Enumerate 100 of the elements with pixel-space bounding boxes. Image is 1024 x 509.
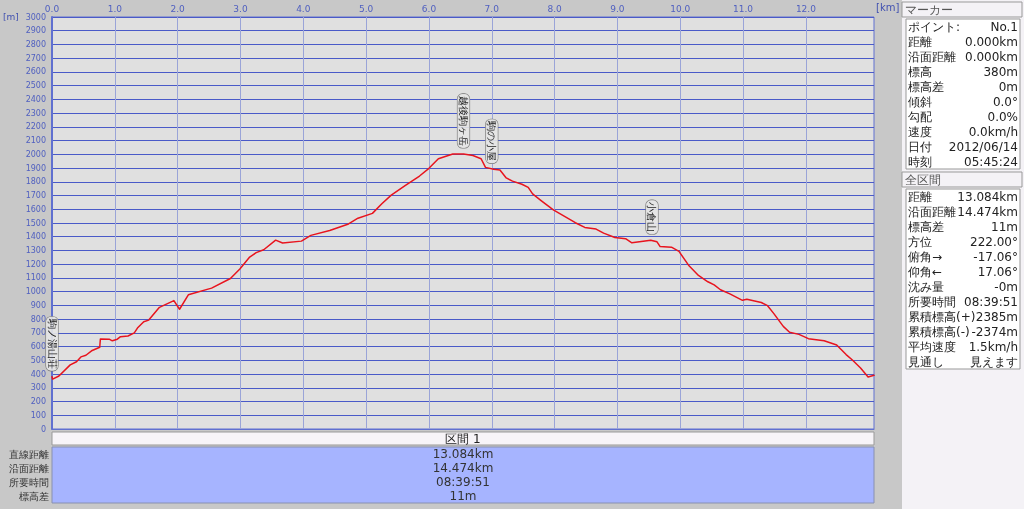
text: 0.0% bbox=[987, 110, 1018, 124]
text: 08:39:51 bbox=[964, 295, 1018, 309]
text: 距離 bbox=[908, 190, 932, 204]
text: 時刻 bbox=[908, 155, 932, 169]
text: 08:39:51 bbox=[436, 475, 490, 489]
text: 標高差 bbox=[19, 490, 49, 502]
text: 見えます bbox=[970, 355, 1018, 369]
x-tick-label: 1.0 bbox=[107, 3, 123, 14]
text: 0.0° bbox=[992, 95, 1018, 109]
text: 日付 bbox=[908, 140, 932, 154]
text: 沈み量 bbox=[908, 280, 944, 294]
x-tick-label: 12.0 bbox=[795, 3, 817, 14]
y-tick-label: 600 bbox=[30, 342, 46, 352]
y-axis-title: [m] bbox=[3, 12, 19, 22]
text: 沿面距離 bbox=[9, 462, 49, 474]
y-tick-label: 200 bbox=[30, 397, 46, 407]
y-tick-label: 800 bbox=[30, 314, 46, 324]
y-tick-label: 2600 bbox=[25, 67, 46, 77]
text: 380m bbox=[983, 65, 1018, 79]
y-tick-label: 1800 bbox=[25, 177, 46, 187]
text: -2374m bbox=[971, 325, 1018, 339]
annotation: 小倉山 bbox=[646, 202, 658, 233]
y-tick-label: 1000 bbox=[25, 287, 46, 297]
y-tick-label: 1500 bbox=[25, 218, 46, 228]
x-tick-label: 2.0 bbox=[170, 3, 186, 14]
text: 標高差 bbox=[908, 220, 944, 234]
y-tick-label: 1600 bbox=[25, 204, 46, 214]
text: -0m bbox=[994, 280, 1018, 294]
text: 14.474km bbox=[432, 461, 494, 475]
text: 所要時間 bbox=[908, 295, 956, 309]
text: 仰角← bbox=[908, 265, 943, 279]
y-tick-label: 1700 bbox=[25, 191, 46, 201]
y-tick-label: 1300 bbox=[25, 245, 46, 255]
text: 累積標高(+) bbox=[908, 310, 976, 324]
y-tick-label: 1900 bbox=[25, 163, 46, 173]
y-tick-label: 700 bbox=[30, 328, 46, 338]
y-tick-label: 2400 bbox=[25, 94, 46, 104]
annotation: 駒ノ湯山荘 bbox=[46, 317, 58, 369]
text: ポイント: bbox=[908, 20, 961, 34]
x-tick-label: 3.0 bbox=[233, 3, 248, 14]
text: 05:45:24 bbox=[964, 155, 1018, 169]
x-tick-label: 9.0 bbox=[610, 3, 625, 14]
y-tick-label: 2800 bbox=[25, 39, 46, 49]
x-tick-label: 11.0 bbox=[733, 3, 754, 14]
annotation: 越後駒ヶ岳 bbox=[458, 95, 469, 146]
text: 222.00° bbox=[970, 235, 1018, 249]
text: 11m bbox=[449, 489, 477, 503]
x-tick-label: 0.0 bbox=[44, 3, 60, 14]
y-tick-label: 300 bbox=[30, 383, 46, 393]
y-tick-label: 3000 bbox=[25, 12, 46, 22]
y-tick-label: 2200 bbox=[25, 122, 46, 132]
text: 全区間 bbox=[905, 173, 941, 187]
text: 勾配 bbox=[908, 110, 932, 124]
y-tick-label: 2100 bbox=[25, 136, 46, 146]
text: 所要時間 bbox=[9, 476, 49, 488]
x-tick-label: 10.0 bbox=[670, 3, 691, 14]
x-tick-label: 6.0 bbox=[421, 3, 437, 14]
text: 沿面距離 bbox=[908, 50, 956, 64]
y-tick-label: 0 bbox=[40, 424, 46, 434]
y-tick-label: 900 bbox=[30, 300, 46, 310]
y-tick-label: 2000 bbox=[25, 149, 46, 159]
text: 方位 bbox=[908, 235, 932, 249]
text: 距離 bbox=[908, 35, 932, 49]
x-tick-label: 8.0 bbox=[547, 3, 563, 14]
text: 傾斜 bbox=[908, 95, 932, 109]
text: 13.084km bbox=[957, 190, 1018, 204]
y-tick-label: 100 bbox=[30, 410, 46, 420]
annotation: 駒の小屋 bbox=[486, 120, 498, 162]
text: 俯角→ bbox=[908, 250, 943, 264]
y-tick-label: 1200 bbox=[25, 259, 46, 269]
text: 13.084km bbox=[432, 447, 494, 461]
y-tick-label: 2900 bbox=[25, 26, 46, 36]
text: 標高差 bbox=[908, 80, 944, 94]
x-tick-label: 4.0 bbox=[296, 3, 311, 14]
text: 沿面距離 bbox=[908, 205, 956, 219]
x-axis-title: [km] bbox=[876, 1, 900, 13]
text: 2012/06/14 bbox=[948, 140, 1018, 154]
text: No.1 bbox=[990, 20, 1018, 34]
text: 平均速度 bbox=[908, 340, 956, 354]
text: 0m bbox=[998, 80, 1018, 94]
y-tick-label: 1100 bbox=[25, 273, 46, 283]
x-tick-label: 5.0 bbox=[358, 3, 374, 14]
text: 1.5km/h bbox=[968, 340, 1018, 354]
y-tick-label: 400 bbox=[30, 369, 46, 379]
y-tick-label: 500 bbox=[30, 355, 46, 365]
text: 11m bbox=[991, 220, 1018, 234]
text: 標高 bbox=[908, 65, 932, 79]
text: 0.000km bbox=[965, 50, 1018, 64]
text: 0.000km bbox=[965, 35, 1018, 49]
text: 2385m bbox=[975, 310, 1018, 324]
text: 累積標高(-) bbox=[908, 325, 970, 339]
text: -17.06° bbox=[973, 250, 1018, 264]
x-tick-label: 7.0 bbox=[484, 3, 500, 14]
y-tick-label: 2700 bbox=[25, 53, 46, 63]
text: マーカー bbox=[905, 3, 953, 17]
y-tick-label: 1400 bbox=[25, 232, 46, 242]
y-tick-label: 2500 bbox=[25, 81, 46, 91]
text: 速度 bbox=[908, 125, 932, 139]
text: 見通し bbox=[908, 355, 944, 369]
text: 直線距離 bbox=[9, 448, 49, 460]
